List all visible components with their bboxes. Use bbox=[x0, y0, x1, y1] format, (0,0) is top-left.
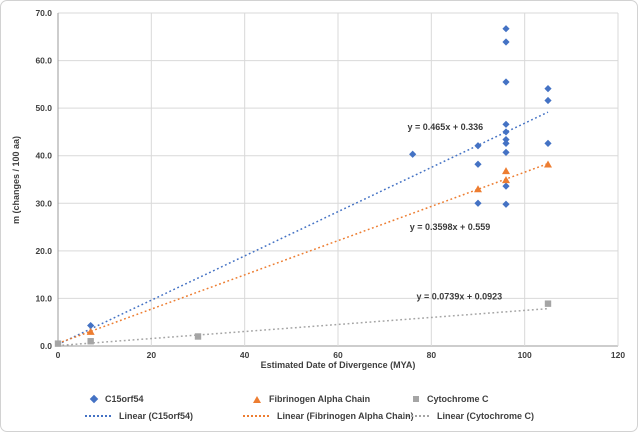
y-tick-label: 20.0 bbox=[35, 246, 52, 256]
x-tick-label: 0 bbox=[56, 350, 61, 360]
y-tick-label: 40.0 bbox=[35, 151, 52, 161]
y-tick-label: 0.0 bbox=[40, 341, 52, 351]
data-point-triangle bbox=[544, 160, 552, 168]
y-tick-label: 30.0 bbox=[35, 198, 52, 208]
triangle-marker-icon bbox=[253, 395, 261, 403]
y-tick-label: 10.0 bbox=[35, 293, 52, 303]
data-point-diamond bbox=[474, 142, 482, 150]
data-point-diamond bbox=[544, 85, 552, 93]
square-marker-icon bbox=[413, 396, 419, 402]
legend-item-c15orf54: C15orf54 bbox=[89, 393, 144, 405]
data-point-diamond bbox=[474, 160, 482, 168]
legend-item-fibrinogen: Fibrinogen Alpha Chain bbox=[253, 393, 370, 405]
data-point-diamond bbox=[502, 128, 510, 136]
legend-label: Cytochrome C bbox=[427, 394, 489, 404]
legend-label: Linear (Fibrinogen Alpha Chain) bbox=[277, 411, 414, 421]
trendline-equation: y = 0.0739x + 0.0923 bbox=[417, 292, 503, 302]
data-point-diamond bbox=[474, 199, 482, 207]
data-point-diamond bbox=[502, 139, 510, 147]
trendline-equation: y = 0.465x + 0.336 bbox=[408, 122, 484, 132]
y-axis-title: m (changes / 100 aa) bbox=[11, 136, 21, 224]
data-point-diamond bbox=[87, 321, 95, 330]
diamond-marker-icon bbox=[89, 394, 99, 404]
legend-item-cytochrome: Cytochrome C bbox=[413, 393, 489, 405]
scatter-plot-canvas: y = 0.465x + 0.336 y = 0.3598x + 0.559 y =… bbox=[11, 8, 625, 370]
data-point-triangle bbox=[474, 185, 482, 193]
x-tick-label: 80 bbox=[427, 350, 437, 360]
data-point-triangle bbox=[502, 167, 510, 175]
data-point-diamond bbox=[502, 38, 510, 46]
data-point-diamond bbox=[502, 120, 510, 128]
x-tick-label: 60 bbox=[333, 350, 343, 360]
data-point-triangle bbox=[502, 176, 510, 184]
x-tick-label: 40 bbox=[240, 350, 250, 360]
data-point-diamond bbox=[502, 148, 510, 156]
data-point-diamond bbox=[502, 135, 510, 144]
legend-label: Fibrinogen Alpha Chain bbox=[269, 394, 371, 404]
legend-item-linear-c15orf54: Linear (C15orf54) bbox=[85, 410, 193, 422]
dotted-line-icon bbox=[243, 415, 269, 417]
x-tick-label: 100 bbox=[518, 350, 532, 360]
data-point-diamond bbox=[544, 96, 552, 105]
legend-label: Linear (Cytochrome C) bbox=[437, 411, 535, 421]
x-axis-title: Estimated Date of Divergence (MYA) bbox=[261, 360, 416, 370]
data-point-diamond bbox=[502, 25, 510, 33]
data-point-square bbox=[87, 338, 94, 345]
y-tick-label: 50.0 bbox=[35, 103, 52, 113]
trendline bbox=[57, 162, 549, 345]
x-tick-label: 20 bbox=[147, 350, 157, 360]
x-tick-label: 120 bbox=[611, 350, 625, 360]
y-tick-label: 70.0 bbox=[35, 8, 52, 18]
dotted-line-icon bbox=[85, 415, 111, 417]
dotted-line-icon bbox=[403, 415, 429, 417]
data-point-diamond bbox=[544, 139, 552, 147]
data-point-diamond bbox=[502, 182, 510, 190]
legend-item-linear-cytochrome: Linear (Cytochrome C) bbox=[403, 410, 534, 422]
data-point-square bbox=[54, 340, 62, 347]
data-point-square bbox=[544, 300, 552, 307]
trendline-equation: y = 0.3598x + 0.559 bbox=[410, 222, 491, 232]
legend-label: C15orf54 bbox=[105, 394, 144, 404]
trendline bbox=[57, 307, 549, 347]
legend-item-linear-fibrinogen: Linear (Fibrinogen Alpha Chain) bbox=[243, 410, 414, 422]
legend-label: Linear (C15orf54) bbox=[119, 411, 194, 421]
data-point-diamond bbox=[409, 150, 417, 158]
data-point-diamond bbox=[502, 78, 510, 86]
data-point-diamond bbox=[502, 200, 510, 208]
data-point-square bbox=[194, 333, 202, 340]
data-point-triangle bbox=[86, 327, 95, 335]
y-tick-label: 60.0 bbox=[35, 56, 52, 66]
